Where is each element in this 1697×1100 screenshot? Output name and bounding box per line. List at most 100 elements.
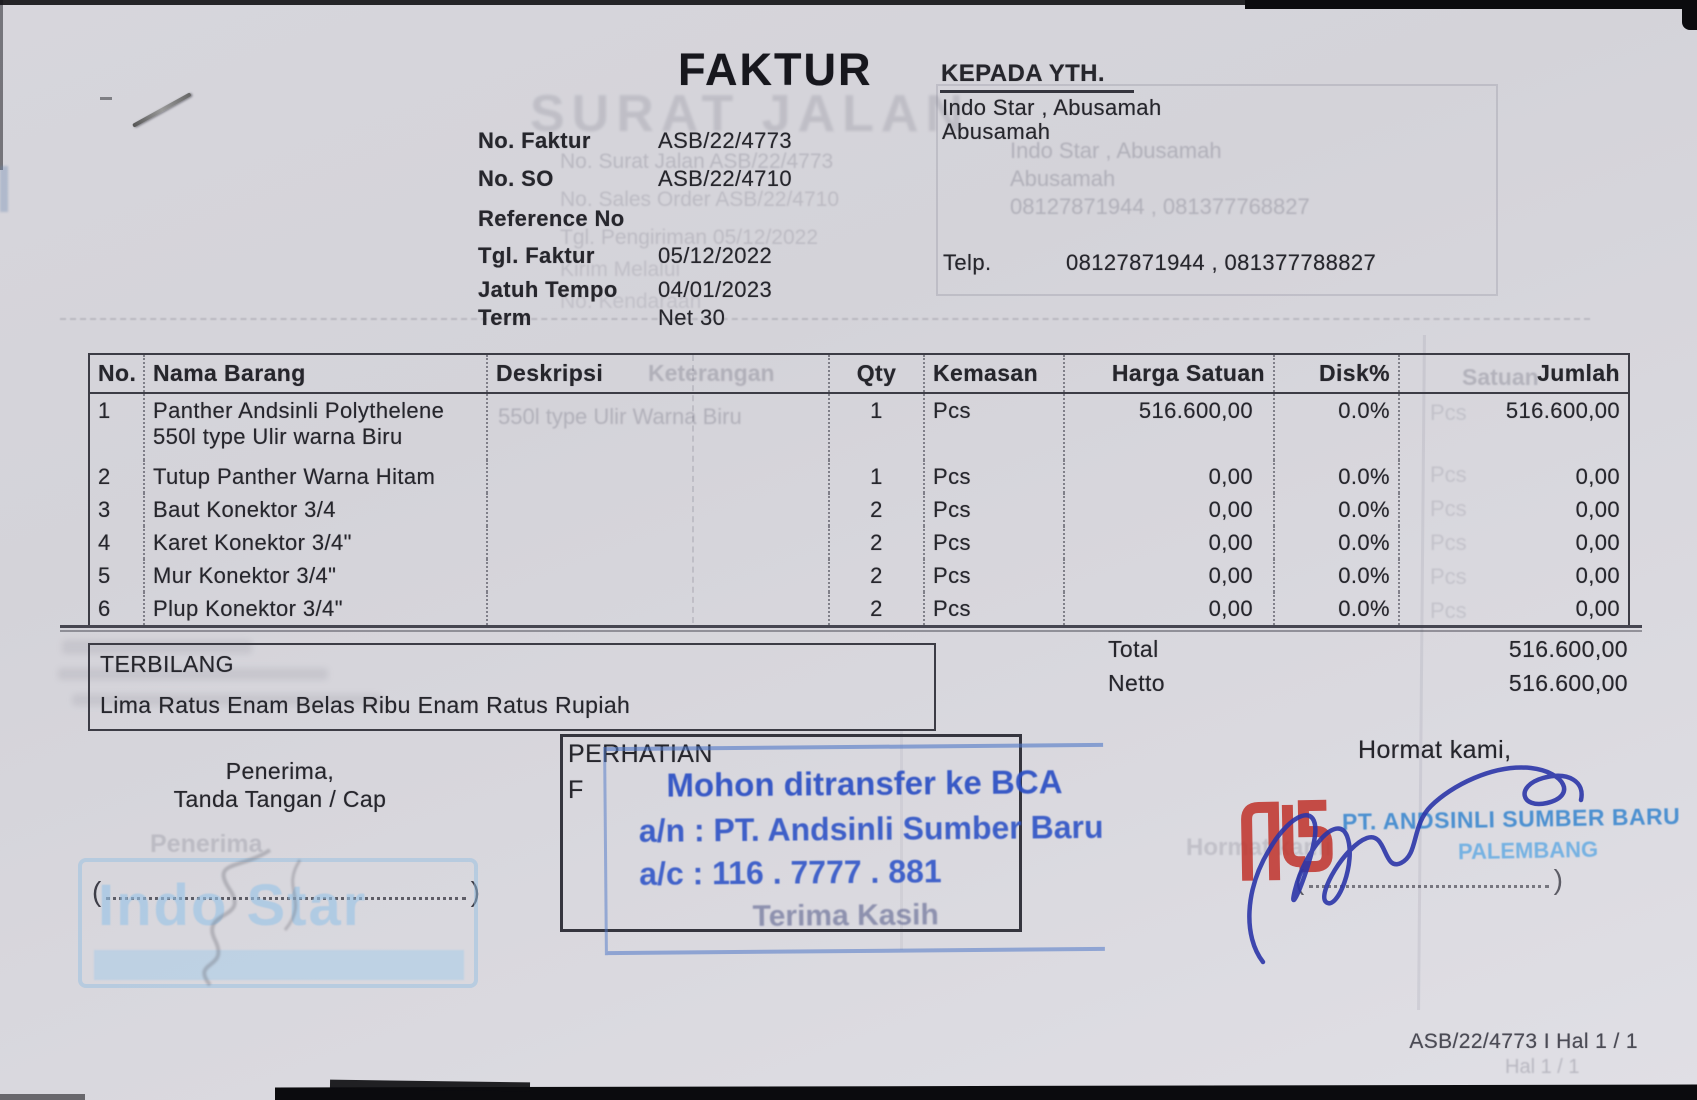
- kepada-line1: Indo Star , Abusamah: [942, 95, 1162, 120]
- meta-label-no-faktur: No. Faktur: [478, 128, 591, 153]
- cell-qty: 2: [830, 526, 925, 559]
- table-bottom-rule-2: [60, 630, 1642, 632]
- table-row: 2 Tutup Panther Warna Hitam 1 Pcs 0,00 0…: [90, 460, 1628, 493]
- cell-qty: 2: [830, 493, 925, 526]
- col-header-kemasan: Kemasan: [925, 355, 1065, 392]
- cell-qty: 1: [830, 394, 925, 460]
- cell-no: 4: [90, 526, 145, 559]
- pencil-scribble: [202, 848, 302, 987]
- ghost-pcs: Pcs: [1430, 496, 1467, 521]
- cell-harga: 516.600,00: [1065, 394, 1275, 460]
- cell-disk: 0.0%: [1275, 460, 1400, 493]
- cell-nama-barang: Baut Konektor 3/4: [145, 493, 488, 526]
- cell-kemasan: Pcs: [925, 460, 1065, 493]
- meta-label-reference: Reference No: [478, 206, 625, 231]
- paper-fold-line-2: [900, 730, 903, 950]
- scan-edge-bottom-left: [0, 1094, 85, 1100]
- ghost-dashed-rule: [60, 318, 1590, 320]
- bank-stamp-line2: a/n : PT. Andsinli Sumber Baru: [638, 808, 1104, 849]
- netto-label: Netto: [1108, 670, 1165, 696]
- dotted-line: [106, 881, 466, 900]
- cell-kemasan: Pcs: [925, 394, 1065, 460]
- cell-no: 3: [90, 493, 145, 526]
- kepada-line2: Abusamah: [942, 119, 1051, 144]
- table-row: 5 Mur Konektor 3/4" 2 Pcs 0,00 0.0% 0,00: [90, 559, 1628, 592]
- terbilang-text: Lima Ratus Enam Belas Ribu Enam Ratus Ru…: [100, 692, 631, 718]
- ghost-pcs: Pcs: [1430, 400, 1467, 425]
- ghost-smudge: [58, 668, 328, 680]
- cell-deskripsi: [488, 592, 830, 625]
- ghost-row-desc: 550l type Ulir Warna Biru: [498, 404, 742, 429]
- penerima-subheading: Tanda Tangan / Cap: [173, 786, 387, 812]
- cell-deskripsi: [488, 493, 830, 526]
- cell-nama-barang: Plup Konektor 3/4": [145, 592, 488, 625]
- cell-jumlah: 0,00: [1575, 530, 1620, 555]
- cell-jumlah: 516.600,00: [1505, 398, 1620, 423]
- ghost-pcs: Pcs: [1430, 598, 1467, 623]
- cell-deskripsi: [488, 460, 830, 493]
- total-label: Total: [1108, 636, 1159, 662]
- cell-harga: 0,00: [1065, 559, 1275, 592]
- dotted-line: [1309, 869, 1549, 888]
- cell-qty: 1: [830, 460, 925, 493]
- staple-mark: [100, 97, 112, 100]
- ghost-penerima: Penerima: [150, 830, 263, 858]
- col-header-jumlah: Jumlah: [1537, 360, 1620, 386]
- ghost-col-keterangan: Keterangan: [648, 360, 775, 386]
- col-header-nama-barang: Nama Barang: [145, 355, 488, 392]
- staple: [132, 92, 192, 128]
- telp-value: 08127871944 , 081377788827: [1066, 250, 1377, 275]
- table-row: 4 Karet Konektor 3/4" 2 Pcs 0,00 0.0% 0,…: [90, 526, 1628, 559]
- ghost-watermark-title: SURAT JALAN: [530, 85, 971, 143]
- indostar-stamp-text: Indo Star: [98, 873, 368, 938]
- bank-stamp-line3: a/c : 116 . 7777 . 881: [639, 853, 942, 892]
- cell-deskripsi: [488, 394, 830, 460]
- cell-disk: 0.0%: [1275, 559, 1400, 592]
- table-row: 3 Baut Konektor 3/4 2 Pcs 0,00 0.0% 0,00: [90, 493, 1628, 526]
- ghost-meta-line: No. Surat Jalan ASB/22/4773: [560, 150, 834, 173]
- hormat-kami-heading: Hormat kami,: [1358, 736, 1512, 764]
- cell-disk: 0.0%: [1275, 493, 1400, 526]
- ghost-address-line: Abusamah: [1010, 166, 1116, 191]
- table-header-row: No. Nama Barang Deskripsi Qty Kemasan Ha…: [90, 355, 1628, 394]
- ghost-pcs: Pcs: [1430, 530, 1467, 555]
- table-row: 6 Plup Konektor 3/4" 2 Pcs 0,00 0.0% 0,0…: [90, 592, 1628, 625]
- ghost-address-line: 08127871944 , 081377768827: [1010, 194, 1310, 219]
- indostar-stamp: Indo Star: [78, 858, 478, 988]
- bank-stamp-line1: Mohon ditransfer ke BCA: [666, 763, 1063, 804]
- scan-edge-left: [0, 0, 3, 170]
- cell-kemasan: Pcs: [925, 592, 1065, 625]
- item-name-line2: 550l type Ulir warna Biru: [153, 424, 403, 449]
- meta-label-no-so: No. SO: [478, 166, 554, 191]
- scan-corner-top-right: [1682, 0, 1697, 30]
- bank-stamp: Mohon ditransfer ke BCA a/n : PT. Andsin…: [603, 742, 1105, 956]
- ghost-address-line: Indo Star , Abusamah: [1010, 138, 1222, 163]
- handwritten-signature: [1247, 765, 1584, 965]
- ghost-meta-line: No. Kendaraan: [560, 290, 702, 313]
- cell-kemasan: Pcs: [925, 526, 1065, 559]
- cell-jumlah: 0,00: [1575, 596, 1620, 621]
- cell-kemasan: Pcs: [925, 493, 1065, 526]
- ghost-smudge: [72, 694, 382, 706]
- table-bottom-rule: [60, 625, 1642, 628]
- paren-open: (: [92, 876, 102, 907]
- perhatian-box: [560, 734, 1022, 932]
- items-table: No. Nama Barang Deskripsi Qty Kemasan Ha…: [88, 353, 1630, 625]
- meta-value-term: Net 30: [658, 305, 726, 330]
- ghost-col-satuan: Satuan: [1462, 364, 1539, 390]
- col-header-deskripsi: Deskripsi: [488, 355, 830, 392]
- ghost-pcs: Pcs: [1430, 564, 1467, 589]
- meta-label-jatuh-tempo: Jatuh Tempo: [478, 277, 618, 302]
- netto-value: 516.600,00: [1508, 670, 1628, 696]
- cell-jumlah: 0,00: [1575, 563, 1620, 588]
- terbilang-box: TERBILANG Lima Ratus Enam Belas Ribu Ena…: [88, 643, 936, 731]
- paren-close: ): [1553, 864, 1563, 895]
- perhatian-label: PERHATIAN: [568, 740, 713, 768]
- cell-qty: 2: [830, 592, 925, 625]
- page-title: FAKTUR: [678, 44, 873, 95]
- col-header-harga-satuan: Harga Satuan: [1065, 355, 1275, 392]
- kepada-heading: KEPADA YTH.: [941, 60, 1105, 87]
- cell-nama-barang: Tutup Panther Warna Hitam: [145, 460, 488, 493]
- cell-nama-barang: Mur Konektor 3/4": [145, 559, 488, 592]
